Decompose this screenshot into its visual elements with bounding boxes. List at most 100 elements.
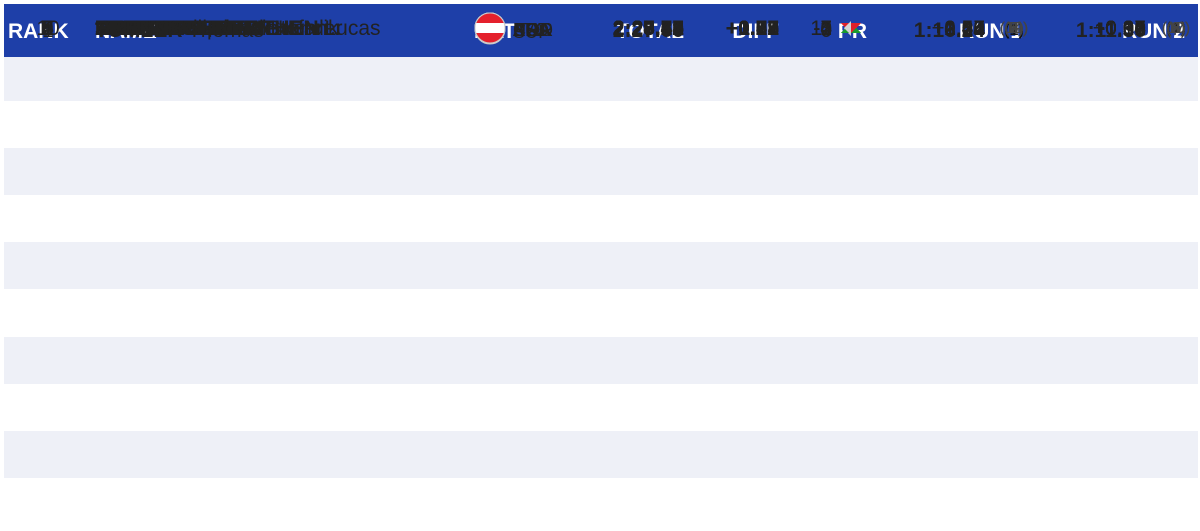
first-name: Atle Lie xyxy=(205,17,276,41)
run1-time: +2.33 xyxy=(931,17,985,41)
rank: 5 xyxy=(42,17,54,41)
run1-rank: (3) xyxy=(1004,20,1024,38)
table-row: 10 BRENNSTEINER Stefan AUT 2:29.47 +1.87 0 +1.… xyxy=(4,12,1198,478)
run2-rank: (9) xyxy=(1166,20,1186,38)
table-row: 2 PINHEIRO BRAATHEN Lucas BRA 2:27.72 +0.12 2… xyxy=(4,12,1198,102)
position-change: 2 xyxy=(820,17,832,41)
table-row: 7 RADAMUS River USA 2:29.29 +1.69 7 +1.83 (14) -… xyxy=(4,12,1198,337)
run2-time: -0.14 xyxy=(1098,17,1146,41)
run1-time: +1.01 xyxy=(931,17,985,41)
position-change: 1 xyxy=(820,17,832,41)
run1-rank: (9) xyxy=(1004,20,1024,38)
run2-rank: (6) xyxy=(1166,20,1186,38)
time-diff: +1.72 xyxy=(725,17,779,41)
time-diff: +0.12 xyxy=(725,17,779,41)
position-change: -1 xyxy=(813,17,832,41)
header-rank[interactable]: RANK xyxy=(8,20,69,43)
nation: NOR xyxy=(513,20,553,41)
total-time: 2:29.45 xyxy=(612,17,684,41)
nation: SLO xyxy=(513,20,550,41)
rank: 3 xyxy=(42,17,54,41)
run1-rank: (7) xyxy=(1004,20,1024,38)
run1-rank: (19) xyxy=(999,20,1029,38)
table-row: 8 DE ALIPRANDINI Luca ITA 2:29.32 +1.72 11 +2.… xyxy=(4,12,1198,384)
run1-time: +1.42 xyxy=(931,17,985,41)
run2-rank: (7) xyxy=(1166,21,1186,39)
last-name: DE ALIPRANDINI xyxy=(95,17,265,41)
header-run2[interactable]: RUN 2 xyxy=(1121,20,1185,43)
position-change: 0 xyxy=(820,18,832,42)
first-name: River xyxy=(208,17,258,41)
position-change: 7 xyxy=(820,17,832,41)
run2-time: 1:11.36 xyxy=(1075,18,1146,42)
run2-rank: (3) xyxy=(1166,20,1186,38)
header-run1[interactable]: RUN 1 xyxy=(958,20,1022,43)
time-diff: +1.87 xyxy=(725,17,779,41)
run2-rank: (2) xyxy=(1166,20,1186,38)
athlete-name: KRISTOFFERSEN Henrik xyxy=(95,18,339,39)
position-change: 4 xyxy=(820,17,832,41)
first-name: Henrik xyxy=(277,17,339,41)
rank: 1 xyxy=(42,18,54,42)
run2-rank: (10) xyxy=(1161,20,1191,38)
first-name: Filip xyxy=(180,17,219,41)
nation: BRA xyxy=(513,20,551,41)
run2-rank: (1) xyxy=(1166,20,1186,38)
last-name: TUMLER xyxy=(95,18,183,42)
total-time: 2:29.47 xyxy=(612,17,684,41)
first-name: Thomas xyxy=(187,18,264,42)
run1-time: +1.20 xyxy=(931,17,985,41)
position-change: -3 xyxy=(813,17,832,41)
last-name: ZUBCIC xyxy=(95,17,175,41)
athlete-name: MCGRATH Atle Lie xyxy=(95,18,276,39)
time-diff: +1.69 xyxy=(725,17,779,41)
nation: NOR xyxy=(513,20,553,41)
first-name: Zan xyxy=(202,17,239,41)
table-row: 5 KRISTOFFERSEN Henrik NOR 2:28.65 +1.05 4 +1.… xyxy=(4,12,1198,243)
last-name: MCGRATH xyxy=(95,17,201,41)
run1-time: +1.83 xyxy=(931,17,985,41)
total-time: 2:28.31 xyxy=(612,17,684,41)
athlete-name: PINHEIRO BRAATHEN Lucas xyxy=(95,18,381,39)
change-arrow xyxy=(844,20,851,35)
last-name: KRANJEC xyxy=(95,17,197,41)
time-diff: +1.05 xyxy=(725,17,779,41)
run1-time: +1.16 xyxy=(931,17,985,41)
total-time: 2:29.29 xyxy=(612,17,684,41)
athlete-name: KRANJEC Zan xyxy=(95,18,239,39)
run1-time: +1.54 xyxy=(931,17,985,41)
nation: AUT xyxy=(513,20,549,41)
nation: CRO xyxy=(513,20,553,41)
run2-time: -0.37 xyxy=(1098,17,1146,41)
total-time: 2:28.18 xyxy=(612,17,684,41)
first-name: Alexander xyxy=(247,17,343,41)
run1-rank: (4) xyxy=(1004,20,1024,38)
table-row: 9 STEEN OLSEN Alexander NOR 2:29.45 +1.85 -3 +… xyxy=(4,12,1198,431)
athlete-name: BRENNSTEINER Stefan xyxy=(95,18,327,39)
time-diff: +1.85 xyxy=(725,17,779,41)
last-name: RADAMUS xyxy=(95,17,203,41)
run1-time: +0.56 xyxy=(931,17,985,41)
rank: 7 xyxy=(42,17,54,41)
header-total[interactable]: TOTAL xyxy=(615,20,684,43)
nation: SUI xyxy=(513,21,544,42)
header-name[interactable]: NAME xyxy=(95,20,157,43)
total-time: 2:27.60 xyxy=(612,18,684,42)
run1-time: 1:16.24 xyxy=(913,18,985,42)
last-name: STEEN OLSEN xyxy=(95,17,244,41)
run1-time: +1.07 xyxy=(931,17,985,41)
run1-rank: (14) xyxy=(999,20,1029,38)
last-name: KRISTOFFERSEN xyxy=(95,17,272,41)
position-change: 0 xyxy=(820,17,832,41)
table-row: 4 MCGRATH Atle Lie NOR 2:28.31 +0.71 -1 +1.01 (… xyxy=(4,12,1198,196)
run2-rank: (4) xyxy=(1166,20,1186,38)
total-time: 2:28.85 xyxy=(612,17,684,41)
athlete-name: RADAMUS River xyxy=(95,18,257,39)
last-name: PINHEIRO BRAATHEN xyxy=(95,17,319,41)
flag-icon xyxy=(474,12,506,44)
header-diff[interactable]: DIFF xyxy=(732,20,779,43)
results-table: RANK NAME NAT TOTAL DIFF PR RUN 1 RUN 2 … xyxy=(4,4,1198,531)
run2-time: -0.95 xyxy=(1098,17,1146,41)
rank: 2 xyxy=(42,17,54,41)
athlete-name: DE ALIPRANDINI Luca xyxy=(95,18,316,39)
